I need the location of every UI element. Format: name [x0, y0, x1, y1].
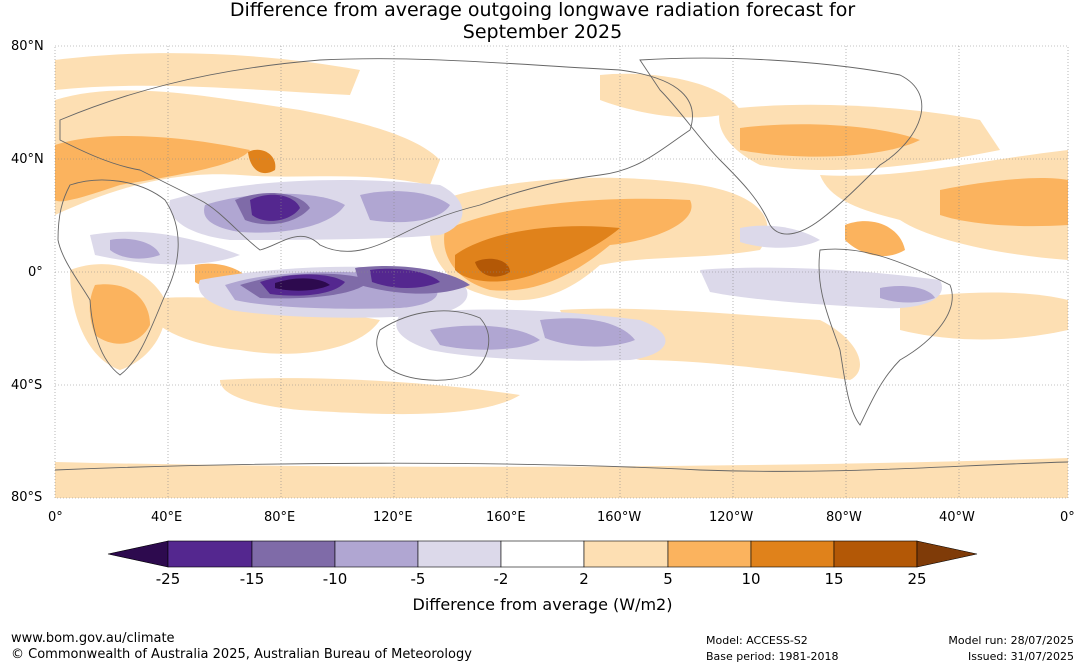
anomaly-region [540, 318, 635, 347]
lon-label-80e: 80°E [264, 510, 296, 525]
anomaly-region [248, 149, 276, 174]
anomaly-region [220, 378, 520, 415]
anomaly-region [360, 191, 450, 223]
colorbar-swatch [833, 540, 918, 568]
lon-label-0-east: 0° [1060, 510, 1075, 525]
australia-outline [376, 310, 490, 381]
colorbar-title: Difference from average (W/m2) [412, 595, 673, 614]
lon-label-80w: 80°W [826, 510, 862, 525]
anomaly-region [89, 284, 150, 344]
anomaly-region [940, 178, 1068, 227]
anomaly-region [740, 124, 920, 157]
footer-model: Model: ACCESS-S2 [706, 634, 808, 647]
colorbar-swatch [667, 540, 752, 568]
anomaly-region [250, 194, 300, 221]
footer-url[interactable]: www.bom.gov.au/climate [11, 631, 175, 646]
lat-label-80s: 80°S [11, 490, 43, 505]
colorbar-swatch [107, 540, 169, 568]
colorbar-tick: 25 [907, 570, 927, 588]
anomaly-region [55, 458, 1068, 498]
colorbar-tick: -2 [493, 570, 509, 588]
colorbar-swatch [417, 540, 502, 568]
anomaly-field [55, 46, 1068, 498]
eurasia-outline [59, 58, 693, 252]
anomaly-region [845, 221, 905, 257]
colorbar-swatch [916, 540, 978, 568]
colorbar-tick: 5 [663, 570, 673, 588]
anomaly-region [880, 286, 935, 303]
anomaly-region [600, 73, 740, 118]
map-frame [54, 45, 1069, 499]
lon-label-120e: 120°E [373, 510, 413, 525]
colorbar-tick: -15 [239, 570, 265, 588]
anomaly-region [430, 325, 540, 350]
footer-model-run: Model run: 28/07/2025 [948, 634, 1074, 647]
colorbar-swatch [334, 540, 419, 568]
lat-label-80n: 80°N [11, 39, 44, 54]
colorbar-swatch [750, 540, 835, 568]
colorbar-swatch [251, 540, 336, 568]
footer-base-period: Base period: 1981-2018 [706, 650, 839, 663]
colorbar-tick: 15 [824, 570, 844, 588]
lat-label-0: 0° [28, 265, 43, 280]
south-america-outline [818, 248, 953, 426]
anomaly-region [110, 238, 160, 259]
anomaly-region [370, 268, 440, 288]
north-america-outline [639, 57, 923, 235]
africa-outline [57, 179, 179, 376]
lon-label-0: 0° [48, 510, 63, 525]
anomaly-region [900, 292, 1068, 340]
colorbar-tick: 10 [741, 570, 761, 588]
lon-label-40e: 40°E [151, 510, 183, 525]
colorbar-swatch [167, 540, 253, 568]
lon-label-160e: 160°E [486, 510, 526, 525]
lon-label-160w: 160°W [597, 510, 642, 525]
anomaly-region [275, 278, 330, 291]
lat-label-40s: 40°S [11, 378, 43, 393]
colorbar [107, 540, 978, 568]
lon-label-120w: 120°W [709, 510, 754, 525]
anomaly-region [55, 135, 250, 202]
coastlines [55, 57, 1068, 472]
colorbar-swatch [583, 540, 669, 568]
colorbar-swatch [500, 540, 585, 568]
map-title-line-2: September 2025 [462, 21, 623, 43]
footer-issued: Issued: 31/07/2025 [967, 650, 1074, 663]
antarctica-outline [55, 461, 1068, 472]
lon-label-40w: 40°W [939, 510, 975, 525]
anomaly-region [475, 258, 510, 277]
lat-label-40n: 40°N [11, 152, 44, 167]
graticule [55, 46, 1068, 498]
footer-copyright: © Commonwealth of Australia 2025, Austra… [11, 647, 472, 662]
colorbar-tick: -5 [410, 570, 426, 588]
colorbar-tick: -25 [155, 570, 181, 588]
colorbar-tick: -10 [322, 570, 348, 588]
map-title-line-1: Difference from average outgoing longwav… [229, 0, 856, 21]
colorbar-tick: 2 [579, 570, 589, 588]
